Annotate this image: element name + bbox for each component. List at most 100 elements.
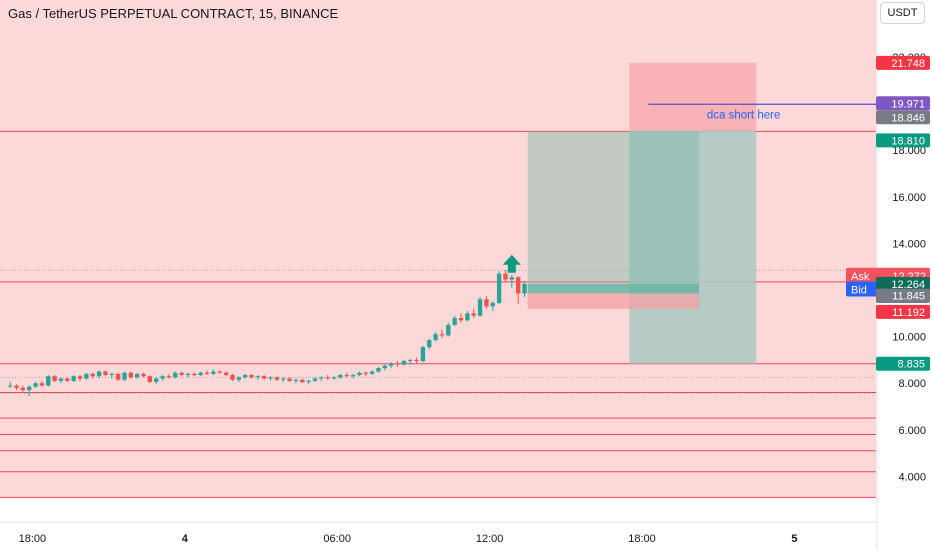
candle-body xyxy=(357,372,362,376)
currency-button[interactable]: USDT xyxy=(880,2,925,24)
candle-body xyxy=(477,299,483,316)
chart-title: Gas / TetherUS PERPETUAL CONTRACT, 15, B… xyxy=(8,6,339,21)
long-position-loss-zone[interactable] xyxy=(527,293,700,309)
candle-body xyxy=(147,376,153,383)
candle-body xyxy=(230,375,235,380)
time-tick-label: 18:00 xyxy=(19,533,47,545)
candle-body xyxy=(401,361,407,365)
candle-body xyxy=(300,379,305,383)
price-label: 11.845 xyxy=(892,291,925,303)
candle-body xyxy=(439,334,445,336)
candle-body xyxy=(122,372,127,380)
price-label-badge xyxy=(876,304,930,319)
price-tick-label: 6.000 xyxy=(898,425,926,437)
candle-body xyxy=(135,373,140,378)
candle-body xyxy=(39,383,45,386)
price-label-badge xyxy=(876,133,930,148)
candle-body xyxy=(249,375,254,378)
candle-body xyxy=(490,302,495,307)
candle-body xyxy=(325,377,330,379)
candle-body xyxy=(344,375,349,377)
candle-body xyxy=(46,376,51,386)
price-label: 18.846 xyxy=(891,112,925,124)
candle-body xyxy=(312,378,318,381)
candle-body xyxy=(8,385,13,387)
price-label-badge xyxy=(876,96,930,111)
time-tick-label: 06:00 xyxy=(323,533,351,545)
candle-body xyxy=(395,363,400,365)
candle-body xyxy=(154,378,159,383)
candle-body xyxy=(350,375,356,377)
long-position-profit-zone[interactable] xyxy=(527,283,700,294)
candle-body xyxy=(33,383,38,387)
bid-label: Bid xyxy=(851,285,867,297)
candle-body xyxy=(408,359,413,362)
candle-body xyxy=(306,380,311,383)
candle-body xyxy=(420,347,426,362)
candle-body xyxy=(96,371,102,377)
candle-body xyxy=(389,363,394,366)
candle-body xyxy=(242,375,248,378)
candle-body xyxy=(458,317,464,321)
candle-body xyxy=(268,377,273,379)
candle-body xyxy=(103,371,108,376)
candle-body xyxy=(382,365,387,369)
candle-body xyxy=(255,376,260,378)
candle-body xyxy=(376,368,381,372)
candle-body xyxy=(465,313,470,321)
price-tick-label: 10.000 xyxy=(892,332,926,344)
candle-body xyxy=(141,373,146,377)
price-tick-label: 4.000 xyxy=(898,471,926,483)
candle-body xyxy=(414,359,419,362)
candle-body xyxy=(217,371,222,373)
price-label: 8.835 xyxy=(897,359,925,371)
time-tick-label: 5 xyxy=(791,533,797,545)
candle-body xyxy=(223,372,229,376)
long-position-target-zone[interactable] xyxy=(527,131,700,294)
candle-body xyxy=(65,378,70,381)
candle-body xyxy=(179,372,184,376)
time-tick-label: 18:00 xyxy=(628,533,656,545)
candle-body xyxy=(192,373,197,376)
price-label-badge xyxy=(876,288,930,303)
price-label-badge xyxy=(876,110,930,125)
candle-body xyxy=(319,377,324,379)
candle-body xyxy=(27,386,32,391)
candle-body xyxy=(287,378,292,381)
candle-body xyxy=(236,377,241,380)
price-label: 19.971 xyxy=(891,98,925,110)
candle-body xyxy=(173,372,178,378)
candle-body xyxy=(90,373,95,377)
candle-body xyxy=(274,377,280,380)
arrow-up-icon xyxy=(502,254,521,273)
price-tick-label: 8.000 xyxy=(898,378,926,390)
price-label: 11.192 xyxy=(892,307,925,319)
candle-body xyxy=(20,387,26,391)
candle-body xyxy=(166,376,172,378)
short-position-stop-zone[interactable] xyxy=(629,62,757,131)
candle-body xyxy=(516,277,521,294)
candle-body xyxy=(185,373,191,376)
ask-label: Ask xyxy=(851,271,870,283)
candle-body xyxy=(198,372,203,376)
time-tick-label: 4 xyxy=(182,533,189,545)
dca-annotation: dca short here xyxy=(707,110,781,122)
candle-body xyxy=(115,373,121,380)
candle-body xyxy=(471,313,476,316)
candle-body xyxy=(369,371,375,374)
candle-body xyxy=(522,283,527,294)
candle-body xyxy=(503,273,508,280)
candle-body xyxy=(338,375,343,378)
candle-body xyxy=(446,324,451,336)
candle-body xyxy=(128,372,133,378)
short-position-target-zone[interactable] xyxy=(629,130,757,364)
price-label-badge xyxy=(876,55,930,70)
candle-body xyxy=(363,372,368,374)
candle-body xyxy=(71,376,76,381)
candle-body xyxy=(427,340,432,348)
time-tick-label: 12:00 xyxy=(476,533,504,545)
price-label-badge xyxy=(876,356,930,371)
candle-body xyxy=(331,377,337,379)
